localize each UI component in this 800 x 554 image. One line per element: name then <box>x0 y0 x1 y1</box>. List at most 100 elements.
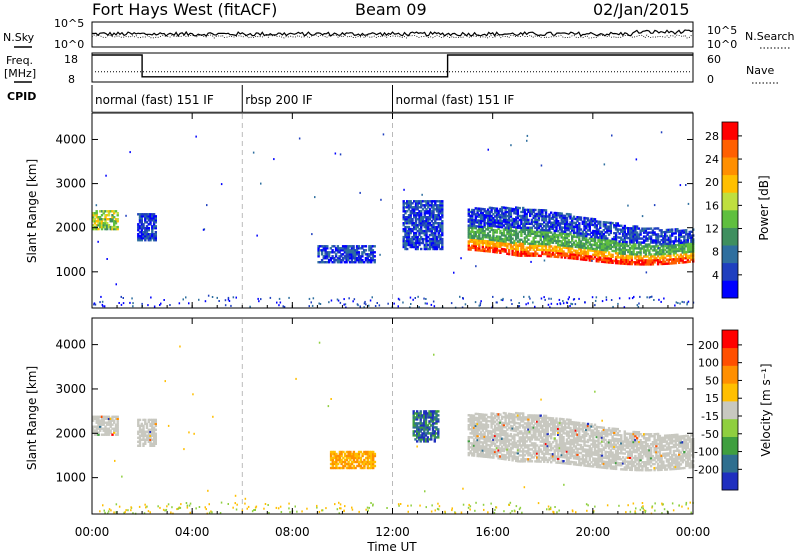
speckle <box>496 301 498 304</box>
speckle <box>195 135 197 138</box>
echo-cell <box>437 206 440 209</box>
echo-cell <box>499 437 502 440</box>
echo-cell <box>685 253 688 256</box>
echo-cell <box>555 227 558 231</box>
echo-cell <box>564 218 567 222</box>
speckle <box>686 301 689 304</box>
echo-cell <box>416 224 419 227</box>
echo-cell <box>467 236 470 239</box>
echo-cell <box>536 414 539 417</box>
echo-cell <box>490 228 493 232</box>
echo-cell <box>109 225 112 229</box>
echo-cell <box>607 257 611 260</box>
echo-cell <box>363 251 366 254</box>
echo-cell <box>427 222 430 225</box>
echo-cell <box>562 216 565 219</box>
echo-cell <box>99 210 102 213</box>
echo-cell <box>606 231 609 234</box>
echo-cell <box>428 227 432 231</box>
echo-cell <box>138 225 142 228</box>
echo-cell <box>516 434 520 437</box>
echo-cell <box>416 410 419 413</box>
nave-tick-low: 0 <box>707 73 714 86</box>
echo-cell <box>373 251 376 254</box>
echo-cell <box>611 249 614 253</box>
echo-cell <box>586 257 590 260</box>
echo-cell <box>578 246 581 249</box>
echo-cell <box>557 433 560 436</box>
echo-cell <box>509 247 513 250</box>
echo-cell <box>515 234 518 237</box>
echo-cell <box>576 437 579 440</box>
echo-cell <box>562 220 565 223</box>
echo-cell <box>536 436 539 439</box>
echo-cell <box>502 206 506 209</box>
echo-cell <box>102 423 105 426</box>
echo-cell <box>439 218 442 221</box>
speckle <box>397 305 399 308</box>
echo-cell <box>515 459 518 463</box>
echo-cell <box>425 245 428 249</box>
echo-cell <box>644 259 648 262</box>
echo-cell <box>486 248 490 251</box>
echo-cell <box>357 247 361 250</box>
echo-cell <box>476 430 479 434</box>
echo-cell <box>546 416 549 420</box>
echo-cell <box>653 227 656 230</box>
echo-cell <box>419 410 422 413</box>
echo-cell <box>522 214 525 218</box>
echo-cell <box>402 208 405 211</box>
echo-cell <box>507 412 511 416</box>
echo-cell <box>467 453 470 457</box>
echo-cell <box>541 252 544 256</box>
echo-cell <box>404 233 407 237</box>
echo-cell <box>352 466 356 470</box>
echo-cell <box>152 438 156 441</box>
echo-cell <box>562 440 565 443</box>
echo-cell <box>144 233 147 236</box>
echo-cell <box>543 442 546 445</box>
echo-cell <box>648 227 651 230</box>
echo-cell <box>544 428 548 432</box>
echo-cell <box>441 245 444 249</box>
echo-cell <box>537 226 541 230</box>
echo-cell <box>506 222 509 226</box>
echo-cell <box>525 214 528 218</box>
echo-cell <box>483 435 486 438</box>
echo-cell <box>569 452 572 456</box>
echo-cell <box>530 208 534 212</box>
echo-cell <box>543 438 546 441</box>
echo-cell <box>490 214 493 218</box>
echo-cell <box>634 263 637 266</box>
echo-cell <box>486 224 490 227</box>
echo-cell <box>642 247 646 250</box>
echo-cell <box>523 438 527 441</box>
speckle <box>257 297 259 300</box>
echo-cell <box>581 424 584 427</box>
echo-cell <box>483 249 486 253</box>
echo-cell <box>500 433 504 436</box>
echo-cell <box>502 431 506 435</box>
echo-cell <box>335 458 338 462</box>
echo-cell <box>420 247 423 251</box>
echo-cell <box>435 247 439 251</box>
echo-cell <box>493 420 497 424</box>
echo-cell <box>548 235 551 238</box>
echo-cell <box>319 261 322 264</box>
speckle <box>574 303 577 306</box>
echo-cell <box>152 440 156 443</box>
echo-cell <box>113 224 116 227</box>
speckle <box>160 302 162 305</box>
echo-cell <box>151 235 154 238</box>
echo-cell <box>520 238 523 241</box>
speckle <box>421 193 423 196</box>
sky-noise-line <box>91 29 694 37</box>
echo-cell <box>419 420 422 423</box>
echo-cell <box>147 227 150 230</box>
echo-cell <box>363 464 366 468</box>
echo-cell <box>106 224 109 227</box>
echo-cell <box>565 456 569 459</box>
echo-cell <box>435 216 439 219</box>
echo-cell <box>469 236 472 239</box>
